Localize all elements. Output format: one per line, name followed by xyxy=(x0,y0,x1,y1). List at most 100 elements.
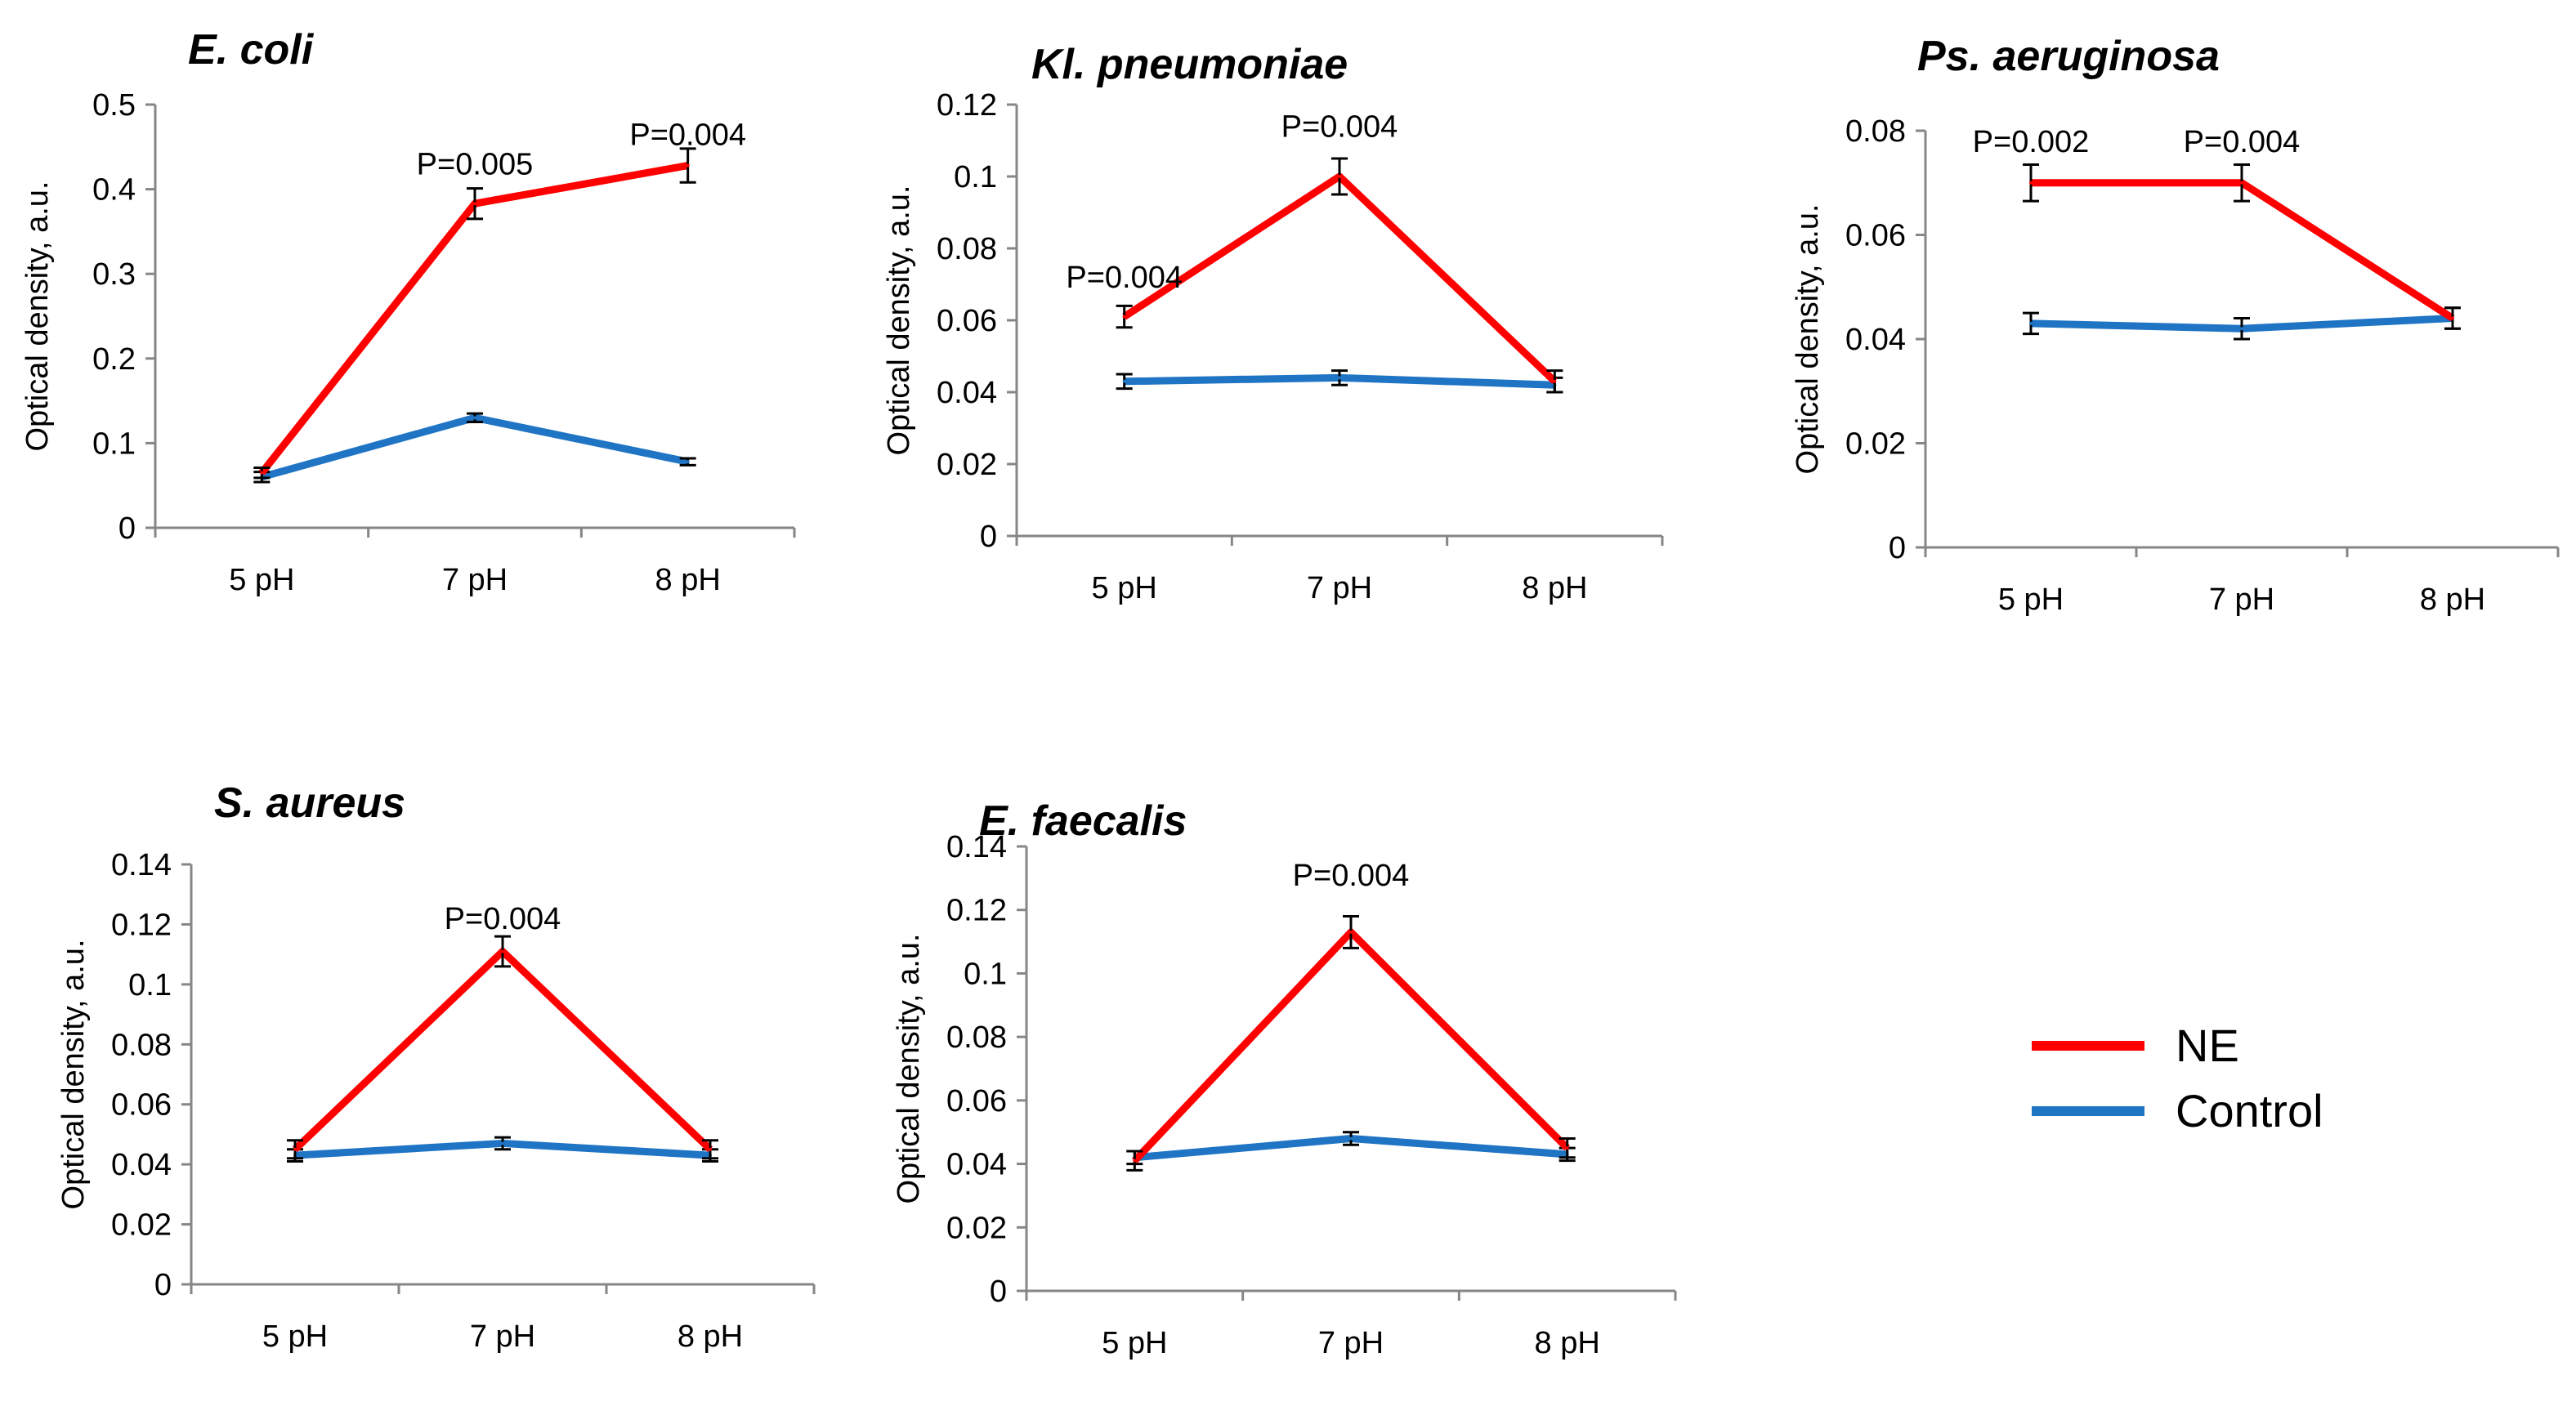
chart5-y-tick-label: 0.12 xyxy=(946,894,1007,928)
chart2-y-tick-label: 0.04 xyxy=(937,376,997,410)
chart3-y-tick-label: 0 xyxy=(1889,531,1906,565)
legend-label-control: Control xyxy=(2176,1085,2323,1136)
chart1-p-value-annotation: P=0.005 xyxy=(417,148,534,182)
chart4-x-tick-label: 7 pH xyxy=(470,1319,535,1354)
chart2-series-control-point xyxy=(1122,379,1126,383)
chart5-x-tick-label: 8 pH xyxy=(1535,1326,1600,1360)
chart3-y-axis-label: Optical density, a.u. xyxy=(1791,204,1825,475)
chart5-p-value-annotation: P=0.004 xyxy=(1293,859,1410,893)
chart4-series-control-point xyxy=(501,1141,504,1145)
chart2-p-value-annotation: P=0.004 xyxy=(1066,261,1183,295)
chart3-y-tick-label: 0.06 xyxy=(1845,219,1906,253)
legend: NE Control xyxy=(2032,1013,2457,1152)
chart4-y-tick-label: 0.02 xyxy=(111,1208,172,1243)
chart2-series-ne-line xyxy=(1122,172,1558,385)
chart2-series-ne-point xyxy=(1122,315,1126,319)
chart5-y-tick-label: 0.04 xyxy=(946,1148,1007,1182)
chart4-y-tick-label: 0.04 xyxy=(111,1148,172,1182)
chart3-series-ne-point xyxy=(2240,181,2243,185)
chart5-series-ne-point xyxy=(1133,1159,1137,1163)
chart5-x-tick-label: 5 pH xyxy=(1102,1326,1167,1360)
chart3-y-tick-label: 0.08 xyxy=(1845,114,1906,149)
chart2-x-tick-label: 8 pH xyxy=(1522,571,1587,605)
chart2-series-ne-point xyxy=(1338,175,1341,178)
chart4-series-ne-point xyxy=(709,1147,712,1151)
chart1-series-ne-point xyxy=(260,471,264,475)
chart3-p-value-annotation: P=0.004 xyxy=(2184,125,2301,159)
chart1-series-ne-point xyxy=(686,163,690,167)
chart4-series-ne-point xyxy=(501,949,504,953)
chart5-y-tick-label: 0.06 xyxy=(946,1084,1007,1118)
chart1-series-control-point xyxy=(686,460,690,464)
chart5-series-ne-point xyxy=(1349,930,1353,934)
chart1-p-value-annotation: P=0.004 xyxy=(629,118,746,152)
chart3-series-ne-point xyxy=(2451,316,2454,320)
chart5-y-tick-label: 0 xyxy=(990,1275,1007,1309)
chart1-y-tick-label: 0 xyxy=(119,511,136,546)
chart3-y-tick-label: 0.04 xyxy=(1845,323,1906,357)
chart5-y-axis-label: Optical density, a.u. xyxy=(892,934,926,1204)
chart1-y-tick-label: 0.4 xyxy=(92,173,136,208)
chart5-x-tick-label: 7 pH xyxy=(1318,1326,1384,1360)
chart3-series-ne-point xyxy=(2029,181,2033,185)
chart2-p-value-annotation: P=0.004 xyxy=(1281,109,1398,144)
chart2-x-tick-label: 7 pH xyxy=(1307,571,1372,605)
chart1-y-tick-label: 0.1 xyxy=(92,426,136,461)
chart4-y-tick-label: 0.06 xyxy=(111,1088,172,1123)
chart2-title: Kl. pneumoniae xyxy=(1031,41,1348,88)
chart2-series-control-point xyxy=(1338,376,1341,380)
chart2-y-tick-label: 0.12 xyxy=(937,88,997,123)
chart5-y-tick-label: 0.14 xyxy=(946,830,1007,864)
chart5-series-control-point xyxy=(1349,1136,1353,1141)
chart4-p-value-annotation: P=0.004 xyxy=(445,902,561,936)
chart3-series-control-point xyxy=(2240,327,2243,331)
chart4-x-tick-label: 5 pH xyxy=(262,1319,328,1354)
chart4-y-axis-label: Optical density, a.u. xyxy=(56,940,91,1210)
legend-item-control: Control xyxy=(2032,1078,2457,1144)
chart3-x-tick-label: 7 pH xyxy=(2209,583,2274,617)
legend-swatch-ne xyxy=(2032,1041,2144,1051)
chart1-series-ne-point xyxy=(473,202,476,206)
chart5-y-tick-label: 0.02 xyxy=(946,1211,1007,1245)
chart4-x-tick-label: 8 pH xyxy=(678,1319,743,1354)
chart3-y-tick-label: 0.02 xyxy=(1845,427,1906,462)
legend-item-ne: NE xyxy=(2032,1013,2457,1078)
chart4-y-tick-label: 0.08 xyxy=(111,1028,172,1062)
chart2-y-axis-label: Optical density, a.u. xyxy=(882,185,916,456)
chart1-series-control-line xyxy=(261,413,689,481)
chart2-y-tick-label: 0.1 xyxy=(954,160,997,194)
chart4-title: S. aureus xyxy=(214,779,405,827)
chart1-x-tick-label: 5 pH xyxy=(229,563,294,597)
chart5-title: E. faecalis xyxy=(979,797,1187,845)
chart2-y-tick-label: 0.08 xyxy=(937,232,997,266)
chart1-y-axis-label: Optical density, a.u. xyxy=(20,181,55,452)
chart1-title: E. coli xyxy=(188,26,315,74)
legend-swatch-control xyxy=(2032,1106,2144,1116)
chart3-title: Ps. aeruginosa xyxy=(1917,33,2220,80)
chart2-y-tick-label: 0.02 xyxy=(937,448,997,482)
chart2-y-tick-label: 0 xyxy=(980,520,997,554)
chart4-y-tick-label: 0.12 xyxy=(111,908,172,942)
chart5-y-tick-label: 0.08 xyxy=(946,1020,1007,1055)
chart3-x-tick-label: 8 pH xyxy=(2420,583,2485,617)
chart5-y-tick-label: 0.1 xyxy=(964,957,1007,991)
chart1-y-tick-label: 0.3 xyxy=(92,257,136,292)
chart1-y-tick-label: 0.5 xyxy=(92,88,136,123)
chart1-series-control-point xyxy=(473,416,476,420)
chart3-series-ne-line xyxy=(2031,179,2455,322)
chart1-x-tick-label: 8 pH xyxy=(655,563,721,597)
chart3-x-tick-label: 5 pH xyxy=(1998,583,2064,617)
chart1-y-tick-label: 0.2 xyxy=(92,342,136,377)
chart4-series-ne-point xyxy=(293,1147,297,1151)
chart4-series-ne-line xyxy=(292,947,713,1153)
chart3-p-value-annotation: P=0.002 xyxy=(1973,125,2090,159)
chart4-y-tick-label: 0.14 xyxy=(111,848,172,882)
chart2-series-ne-point xyxy=(1553,379,1557,383)
legend-label-ne: NE xyxy=(2176,1020,2239,1071)
chart4-y-tick-label: 0 xyxy=(154,1268,172,1302)
chart3-series-control-point xyxy=(2029,321,2033,325)
chart5-series-ne-point xyxy=(1565,1146,1569,1150)
chart5-series-ne-line xyxy=(1132,928,1570,1163)
chart2-x-tick-label: 5 pH xyxy=(1092,571,1157,605)
